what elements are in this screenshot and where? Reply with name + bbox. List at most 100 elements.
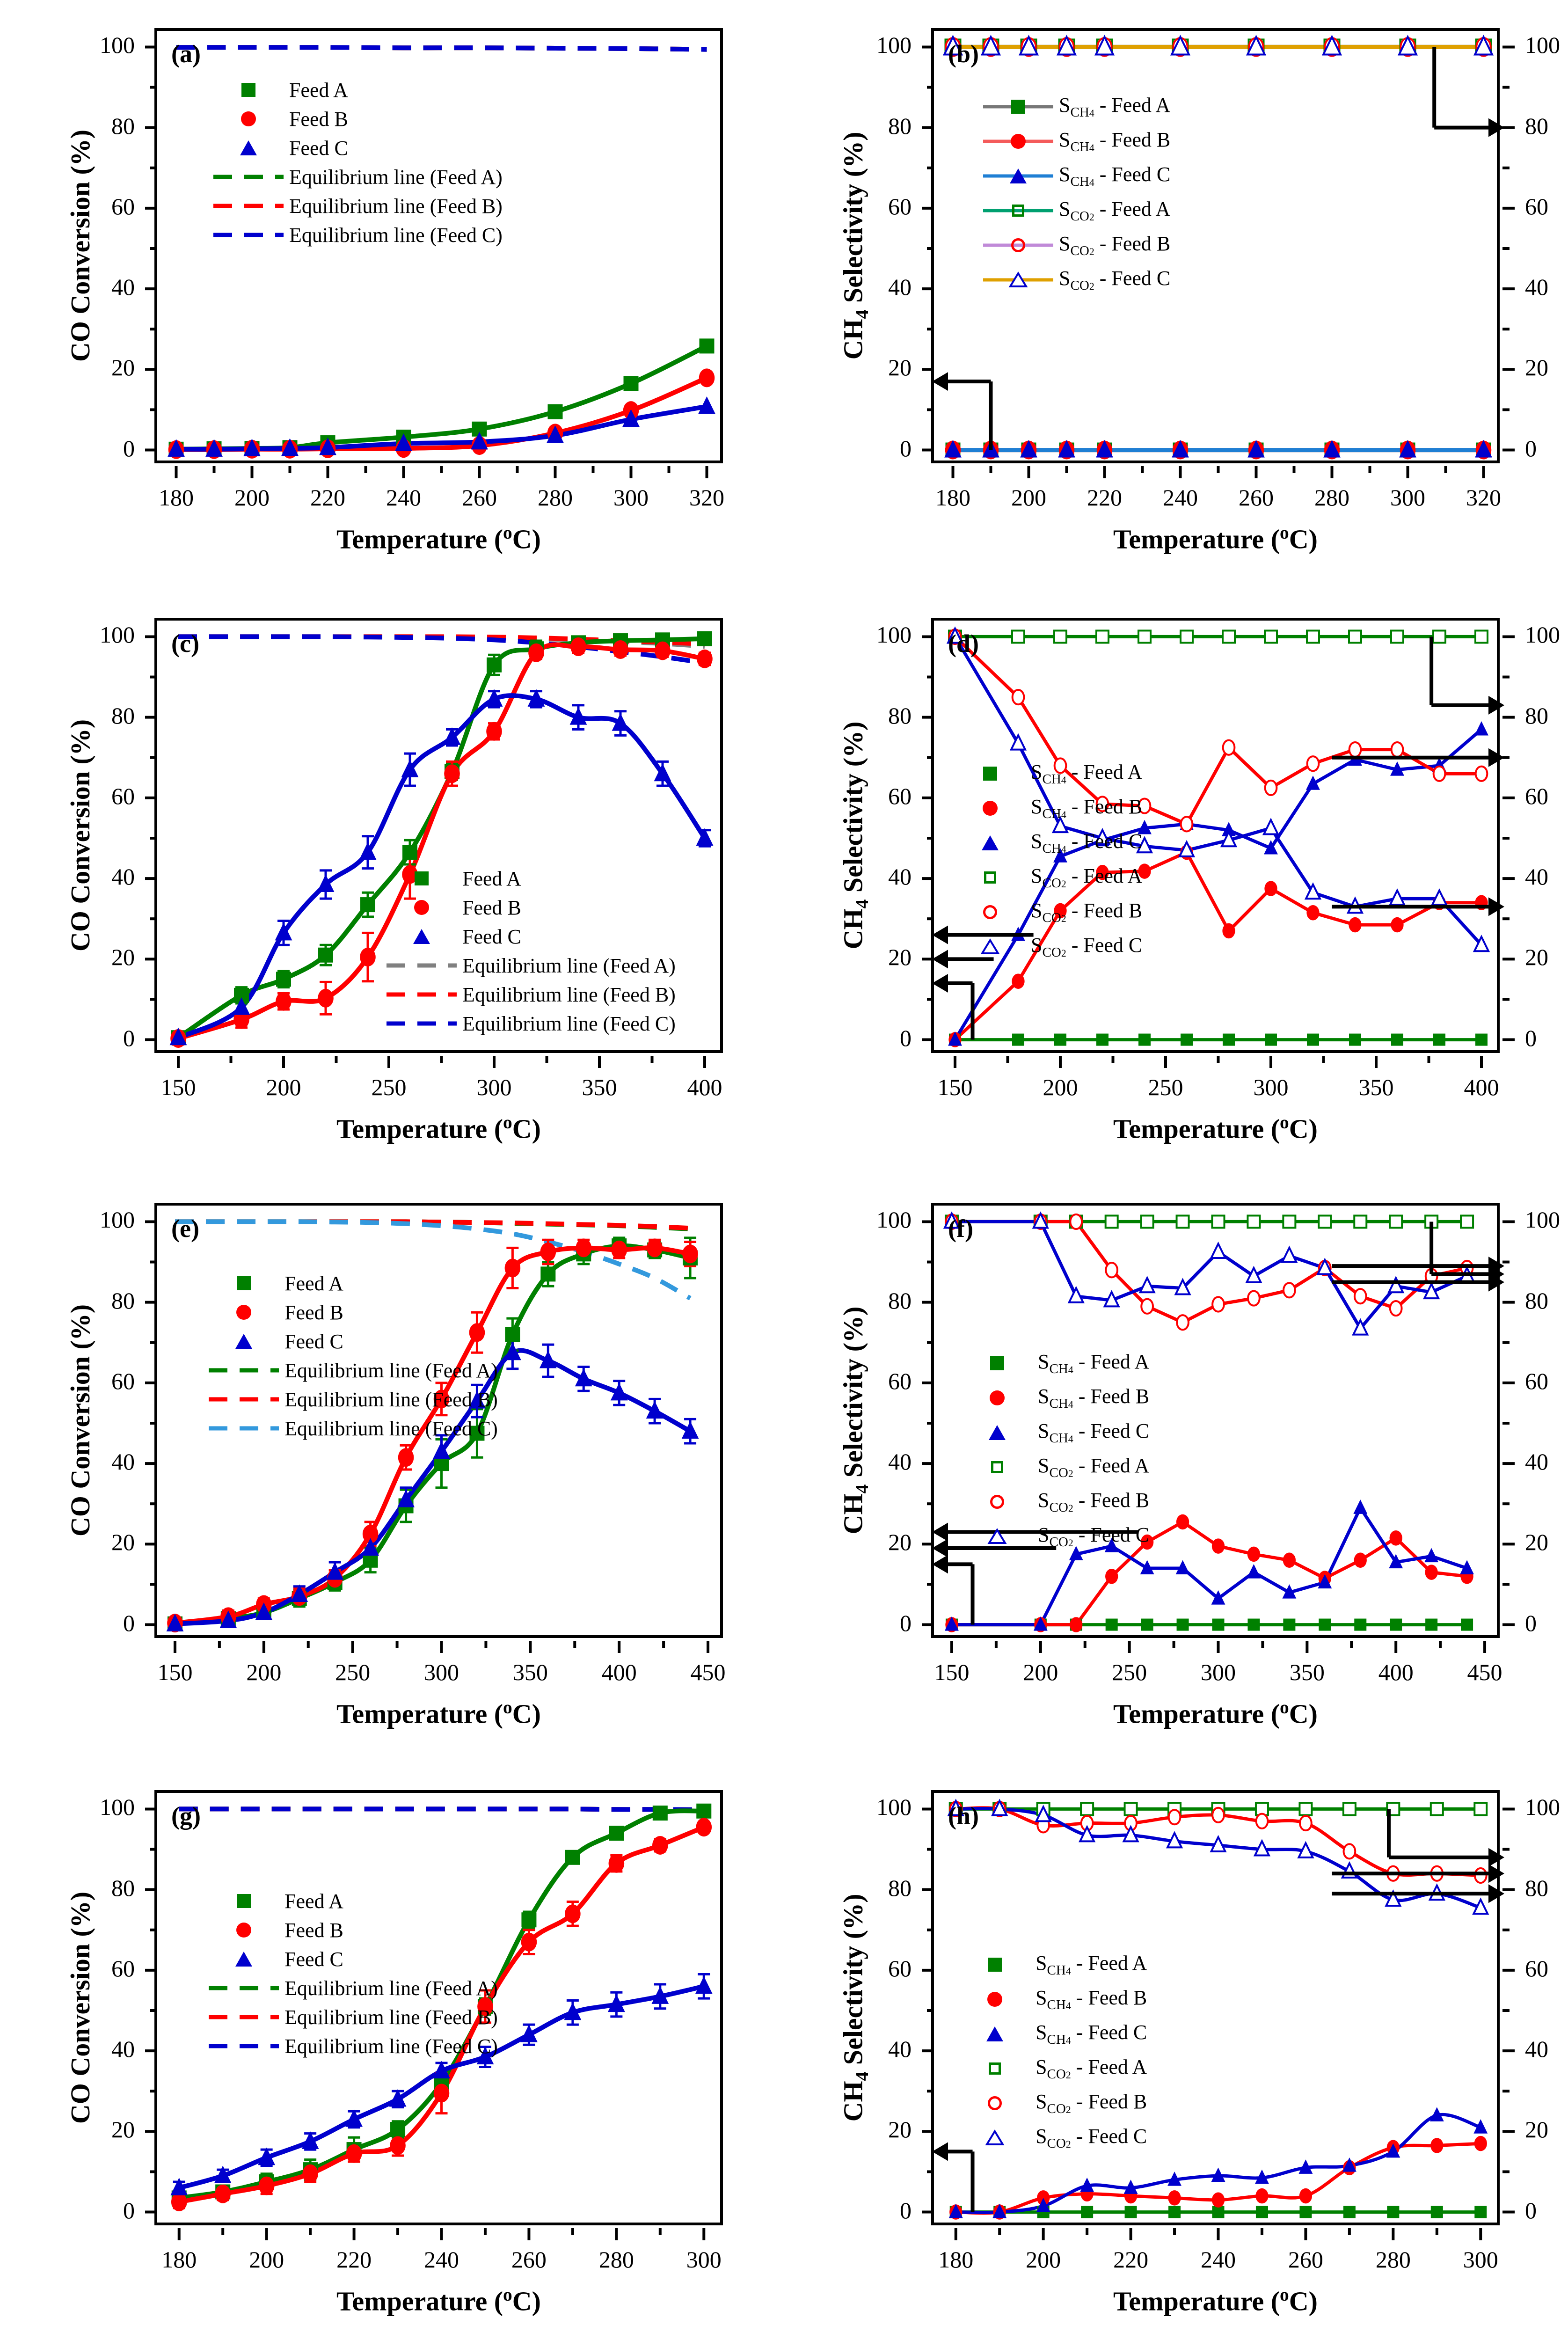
legend-item: Feed A: [213, 75, 503, 104]
y-tick-label: 80: [888, 702, 912, 729]
panel-label-c: (c): [171, 629, 199, 658]
legend-swatch: [962, 1527, 1032, 1546]
x-tick-label: 150: [160, 1074, 196, 1100]
plot-area-b: [932, 35, 1504, 460]
y-tick-label: 0: [123, 1609, 135, 1636]
legend-dash-swatch: [209, 2015, 279, 2019]
legend-label: Equilibrium line (Feed B): [284, 2005, 498, 2029]
plot-area-c: [169, 631, 714, 1048]
plot-frame-b: (b) 0 0 20 20 40 40 60 60 80 80 100 100 180 200 220 240…: [876, 28, 1560, 511]
legend-item: SCH4 - Feed A: [960, 1947, 1147, 1982]
x-tick-label: 250: [371, 1074, 407, 1100]
legend-h: SCH4 - Feed A SCH4 - Feed B SCH4 - Feed …: [960, 1947, 1147, 2155]
legend-label: Equilibrium line (Feed C): [284, 2034, 498, 2058]
y-tick-label: 20: [888, 354, 912, 381]
y-tick-label: 40: [111, 274, 135, 300]
x-tick-label: 350: [582, 1074, 617, 1100]
y-tick-label-right: 100: [1525, 1794, 1560, 1821]
legend-label: SCO2 - Feed C: [1059, 267, 1171, 293]
y-tick-label: 20: [111, 1529, 135, 1556]
axis-pointer-arrow: [1332, 1884, 1504, 1903]
x-tick-label: 150: [157, 1659, 193, 1685]
y-tick-label: 60: [111, 1955, 135, 1982]
legend-item: SCO2 - Feed C: [955, 929, 1142, 964]
legend-label: Feed B: [289, 107, 348, 131]
legend-dash-swatch: [387, 992, 457, 997]
y-tick-label-right: 0: [1525, 435, 1537, 461]
plot-area-f: [932, 1211, 1504, 1632]
y-tick-label: 100: [100, 1794, 135, 1821]
x-tick-label: 200: [1011, 484, 1046, 511]
y-tick-label-right: 60: [1525, 1955, 1548, 1982]
x-axis-title-e: Temperature (oC): [336, 1697, 541, 1729]
y-tick-label: 40: [888, 274, 912, 300]
y-tick-label: 40: [888, 2036, 912, 2062]
legend-label: SCO2 - Feed B: [1036, 2090, 1147, 2116]
legend-item: Feed B: [209, 1298, 498, 1327]
y-tick-label-right: 100: [1525, 1207, 1560, 1233]
panel-label-f: (f): [948, 1214, 973, 1243]
legend-item: SCH4 - Feed B: [960, 1982, 1147, 2017]
y-tick-label: 100: [876, 1794, 912, 1821]
x-tick-label: 450: [690, 1659, 726, 1685]
legend-swatch: [387, 898, 457, 917]
panel-label-a: (a): [171, 40, 201, 68]
legend-dash-swatch: [213, 175, 284, 179]
y-tick-label-right: 40: [1525, 2036, 1548, 2062]
x-tick-label: 400: [601, 1659, 637, 1685]
legend-label: SCO2 - Feed B: [1059, 232, 1171, 258]
series-line-e-1: [173, 1245, 693, 1626]
y-tick-label: 80: [888, 1287, 912, 1314]
x-tick-label: 450: [1467, 1659, 1502, 1685]
y-tick-label: 0: [900, 1609, 912, 1636]
legend-swatch: [387, 985, 457, 1004]
legend-swatch: [209, 1950, 279, 1968]
legend-swatch: [955, 834, 1025, 852]
legend-swatch: [962, 1389, 1032, 1407]
legend-item: Feed A: [209, 1269, 498, 1298]
y-tick-label: 100: [100, 32, 135, 58]
selectivity-axis-arrow: [1387, 1809, 1504, 1867]
legend-label: Equilibrium line (Feed B): [284, 1388, 498, 1411]
legend-label: SCO2 - Feed C: [1031, 934, 1143, 960]
legend-dash-swatch: [209, 1426, 279, 1431]
axis-pointer-arrow: [1332, 897, 1504, 916]
legend-item: SCH4 - Feed A: [955, 756, 1142, 791]
y-axis-title-b: CH4 Selectivity (%): [838, 132, 872, 360]
legend-swatch: [962, 1423, 1032, 1442]
legend-d: SCH4 - Feed A SCH4 - Feed B SCH4 - Feed …: [955, 756, 1142, 964]
panel-label-d: (d): [948, 629, 979, 658]
plot-area-e: [166, 1219, 699, 1633]
legend-item: Equilibrium line (Feed A): [209, 1974, 498, 2003]
x-tick-label: 200: [246, 1659, 282, 1685]
y-tick-label: 80: [111, 112, 135, 139]
legend-label: SCH4 - Feed B: [1036, 1986, 1147, 2012]
selectivity-axis-arrow: [1429, 636, 1504, 715]
legend-dash-swatch: [209, 2044, 279, 2048]
legend-e: Feed A Feed B Feed C Equilibrium line (F…: [209, 1269, 498, 1443]
y-tick-label-right: 40: [1525, 274, 1548, 300]
x-axis-title-a: Temperature (oC): [336, 522, 541, 555]
series-line-f-2: [950, 1506, 1469, 1627]
legend-swatch: [387, 927, 457, 946]
x-tick-label: 300: [476, 1074, 512, 1100]
legend-swatch: [983, 167, 1053, 185]
legend-swatch: [983, 201, 1053, 220]
legend-item: Equilibrium line (Feed B): [213, 191, 503, 220]
legend-swatch: [983, 97, 1053, 116]
x-tick-label: 300: [686, 2246, 722, 2273]
legend-item: SCO2 - Feed B: [983, 228, 1170, 263]
x-tick-label: 150: [937, 1074, 973, 1100]
y-tick-label: 60: [888, 782, 912, 809]
panel-label-h: (h): [948, 1802, 979, 1830]
legend-item: SCH4 - Feed A: [983, 89, 1170, 124]
panel-label-b: (b): [948, 40, 979, 68]
axis-pointer-arrow: [1332, 1272, 1504, 1292]
x-axis-title-h: Temperature (oC): [1113, 2284, 1318, 2317]
x-tick-label: 200: [249, 2246, 284, 2273]
legend-b: SCH4 - Feed A SCH4 - Feed B SCH4 - Feed …: [983, 89, 1170, 297]
y-tick-label-right: 20: [1525, 2116, 1548, 2143]
series-line-a-0: [174, 344, 709, 452]
plot-area-d: [932, 626, 1504, 1047]
x-tick-label: 300: [1390, 484, 1425, 511]
